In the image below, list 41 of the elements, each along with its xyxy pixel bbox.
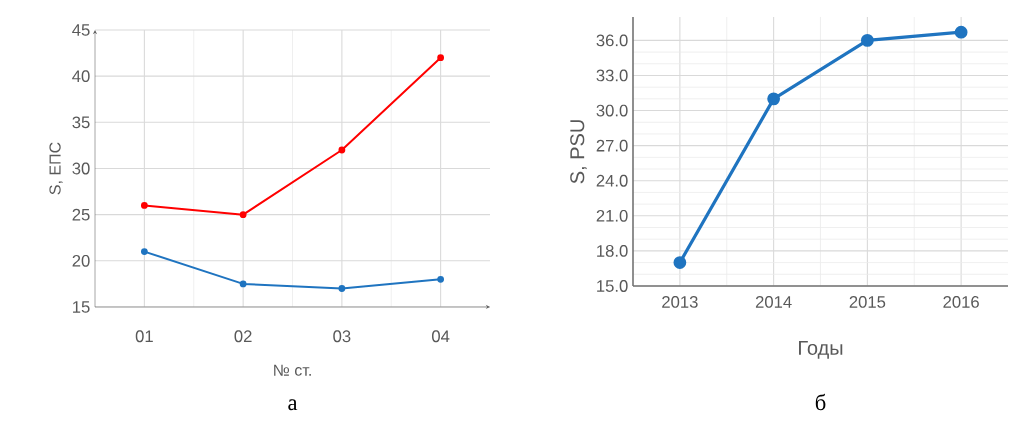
point: [954, 25, 968, 39]
y-axis-title: S, ЕПС: [49, 142, 63, 195]
x-tick-label: 2016: [943, 296, 979, 308]
y-tick-label: 15: [73, 301, 90, 313]
y-tick-label: 30: [72, 162, 90, 175]
y-tick-label: 25: [72, 208, 90, 221]
y-tick-label: 27.0: [596, 139, 628, 152]
x-tick-label: 2014: [755, 296, 792, 308]
x-tick-label: 03: [333, 330, 351, 343]
y-tick-label: 24.0: [596, 174, 628, 187]
point: [437, 275, 445, 283]
y-tick-label: 30.0: [596, 104, 628, 117]
point: [860, 33, 874, 47]
y-tick-label: 45: [72, 24, 90, 36]
y-tick-label: 20: [72, 254, 90, 267]
y-tick-label: 18.0: [597, 245, 628, 257]
point: [140, 248, 148, 255]
point: [338, 285, 346, 292]
x-tick-label: 01: [135, 330, 153, 343]
text: а: [288, 399, 298, 411]
y-tick-label: 15.0: [597, 280, 628, 292]
x-axis-title: № ст.: [274, 364, 311, 376]
text: б: [815, 393, 826, 411]
x-axis-title: Годы: [799, 340, 843, 359]
x-tick-label: 2013: [662, 296, 698, 308]
x-tick-label: 2015: [849, 296, 886, 308]
x-tick-label: 02: [234, 330, 252, 343]
point: [673, 256, 687, 269]
y-tick-label: 33.0: [596, 69, 628, 82]
point: [239, 211, 247, 219]
point: [338, 146, 346, 154]
y-tick-label: 35: [72, 116, 90, 129]
point: [140, 202, 148, 209]
y-tick-label: 36.0: [596, 34, 628, 47]
point: [239, 280, 247, 288]
point: [437, 54, 445, 62]
y-tick-label: 21.0: [596, 209, 628, 222]
y-axis-title: S, PSU: [570, 120, 587, 184]
x-tick-label: 04: [432, 330, 450, 343]
y-tick-label: 40: [72, 70, 90, 83]
point: [767, 92, 781, 106]
